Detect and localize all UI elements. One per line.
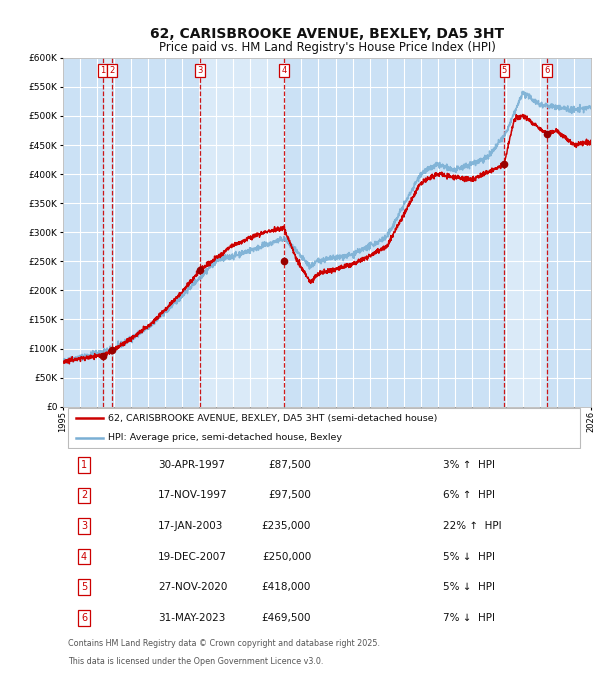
Text: 27-NOV-2020: 27-NOV-2020	[158, 582, 227, 592]
Bar	[547, 58, 591, 407]
Text: £97,500: £97,500	[268, 490, 311, 500]
Text: 4: 4	[281, 66, 287, 75]
Text: Price paid vs. HM Land Registry's House Price Index (HPI): Price paid vs. HM Land Registry's House …	[158, 41, 496, 54]
Text: 22% ↑  HPI: 22% ↑ HPI	[443, 521, 502, 531]
Bar	[112, 58, 200, 407]
Text: 19-DEC-2007: 19-DEC-2007	[158, 551, 227, 562]
Text: 5: 5	[81, 582, 87, 592]
Bar	[63, 58, 103, 407]
Text: This data is licensed under the Open Government Licence v3.0.: This data is licensed under the Open Gov…	[68, 657, 323, 666]
Text: 3: 3	[197, 66, 203, 75]
Text: 17-NOV-1997: 17-NOV-1997	[158, 490, 227, 500]
Text: £469,500: £469,500	[262, 613, 311, 623]
Text: £418,000: £418,000	[262, 582, 311, 592]
Text: £235,000: £235,000	[262, 521, 311, 531]
Text: 4: 4	[81, 551, 87, 562]
Text: 31-MAY-2023: 31-MAY-2023	[158, 613, 226, 623]
Text: 17-JAN-2003: 17-JAN-2003	[158, 521, 223, 531]
Text: £87,500: £87,500	[268, 460, 311, 470]
Text: 62, CARISBROOKE AVENUE, BEXLEY, DA5 3HT (semi-detached house): 62, CARISBROOKE AVENUE, BEXLEY, DA5 3HT …	[108, 413, 437, 423]
Text: 2: 2	[109, 66, 115, 75]
Text: 5% ↓  HPI: 5% ↓ HPI	[443, 551, 495, 562]
Text: 6: 6	[544, 66, 550, 75]
FancyBboxPatch shape	[68, 409, 580, 447]
Text: 3: 3	[81, 521, 87, 531]
Bar	[547, 58, 591, 407]
Text: 6% ↑  HPI: 6% ↑ HPI	[443, 490, 495, 500]
Text: 1: 1	[81, 460, 87, 470]
Text: 2: 2	[81, 490, 87, 500]
Bar	[284, 58, 505, 407]
Text: HPI: Average price, semi-detached house, Bexley: HPI: Average price, semi-detached house,…	[108, 433, 342, 443]
Text: 5: 5	[502, 66, 507, 75]
Text: Contains HM Land Registry data © Crown copyright and database right 2025.: Contains HM Land Registry data © Crown c…	[68, 639, 380, 647]
Text: £250,000: £250,000	[262, 551, 311, 562]
Text: 7% ↓  HPI: 7% ↓ HPI	[443, 613, 495, 623]
Text: 5% ↓  HPI: 5% ↓ HPI	[443, 582, 495, 592]
Text: 6: 6	[81, 613, 87, 623]
Text: 62, CARISBROOKE AVENUE, BEXLEY, DA5 3HT: 62, CARISBROOKE AVENUE, BEXLEY, DA5 3HT	[150, 27, 504, 41]
Text: 3% ↑  HPI: 3% ↑ HPI	[443, 460, 495, 470]
Text: 30-APR-1997: 30-APR-1997	[158, 460, 225, 470]
Text: 1: 1	[100, 66, 106, 75]
